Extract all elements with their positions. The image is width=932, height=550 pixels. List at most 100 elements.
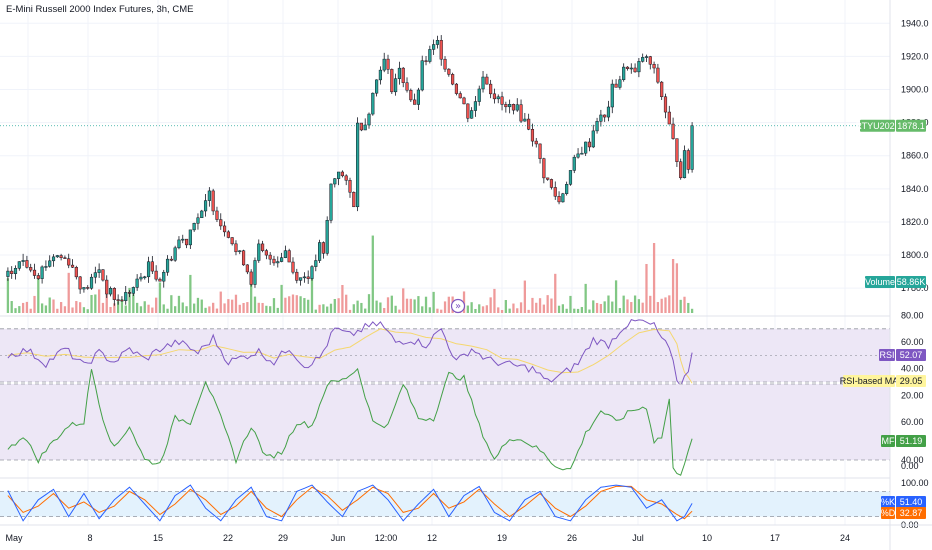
candle-body: [439, 40, 443, 60]
scroll-to-realtime-button[interactable]: [450, 298, 466, 314]
candle-body: [108, 288, 113, 295]
candle-body: [59, 255, 63, 258]
volume-bar: [128, 287, 131, 313]
volume-tag[interactable]: Volume 58.86K: [865, 276, 926, 288]
price-tick-label: 1840.0: [901, 184, 929, 194]
candle-body: [116, 299, 120, 301]
candle-body: [158, 278, 162, 282]
volume-bar: [652, 243, 656, 313]
volume-bar: [592, 300, 595, 313]
volume-bar: [622, 295, 625, 313]
volume-bar: [25, 301, 29, 313]
volume-bar: [212, 302, 215, 313]
candle-body: [352, 192, 356, 208]
volume-bar: [443, 301, 447, 313]
candle-body: [382, 58, 386, 71]
candle-body: [260, 243, 265, 251]
candle-body: [401, 67, 405, 83]
candle-body: [424, 60, 428, 62]
volume-bar: [181, 302, 184, 313]
candle-body: [587, 141, 592, 148]
candle-body: [215, 210, 219, 220]
candle-body: [6, 270, 10, 277]
stoch-d-tag[interactable]: %D 32.87: [881, 507, 926, 519]
candle-body: [67, 258, 71, 266]
candle-body: [127, 292, 132, 294]
volume-bar: [215, 308, 219, 313]
volume-bar: [641, 302, 644, 313]
price-tick-label: 1820.0: [901, 217, 929, 227]
time-tick-label: Jun: [331, 533, 346, 543]
volume-bar: [371, 235, 374, 313]
time-tick-label: 17: [770, 533, 780, 543]
volume-bar: [90, 294, 93, 313]
time-tick-label: 8: [87, 533, 92, 543]
volume-tag-value-box: [896, 276, 926, 288]
volume-bar: [478, 304, 481, 313]
candle-body: [359, 122, 363, 131]
stoch-k-tag[interactable]: %K 51.40: [881, 496, 926, 508]
candle-body: [101, 269, 105, 281]
volume-bar: [485, 305, 488, 313]
candle-body: [462, 97, 466, 105]
volume-bar: [390, 295, 393, 313]
volume-bar: [257, 302, 260, 313]
volume-bar: [37, 275, 40, 313]
rsi-tag[interactable]: RSI 52.07: [879, 349, 926, 361]
candle-body: [675, 138, 679, 162]
volume-bar: [276, 307, 279, 313]
volume-bar: [614, 280, 618, 313]
volume-bar: [314, 309, 317, 313]
candle-body: [93, 272, 97, 278]
mf-band: [0, 384, 890, 460]
candle-body: [375, 79, 379, 94]
rsi-tick-label: 40.00: [901, 364, 924, 374]
candle-body: [538, 143, 542, 159]
volume-bar: [223, 303, 226, 313]
volume-bar: [375, 300, 378, 313]
volume-bar: [561, 304, 565, 313]
volume-bar: [48, 297, 51, 313]
volume-bar: [250, 279, 253, 313]
candle-body: [682, 150, 687, 179]
volume-bar: [527, 309, 530, 313]
candle-body: [397, 67, 401, 79]
candle-body: [656, 67, 660, 83]
volume-bar: [299, 296, 302, 313]
candle-body: [162, 271, 166, 282]
candle-body: [367, 113, 371, 126]
rsi-ma-tag[interactable]: RSI-based MA 29.05: [840, 375, 926, 387]
price-tick-label: 1900.0: [901, 85, 929, 95]
mf-tag[interactable]: MF 51.19: [881, 435, 926, 447]
price-tick-label: 1940.0: [901, 18, 929, 28]
candle-body: [29, 267, 33, 271]
candle-body: [542, 158, 546, 179]
volume-bar: [512, 303, 515, 313]
volume-bar: [204, 307, 207, 313]
candle-body: [32, 269, 37, 276]
candle-body: [86, 287, 90, 289]
volume-bar: [538, 298, 542, 313]
candle-body: [165, 258, 170, 273]
volume-bar: [29, 308, 32, 313]
candle-body: [249, 271, 253, 285]
mf-tag-value-box: [896, 435, 926, 447]
volume-bar: [497, 307, 500, 313]
volume-bar: [52, 299, 55, 313]
volume-bar: [143, 301, 146, 313]
volume-bar: [348, 309, 352, 313]
candle-body: [238, 250, 242, 253]
candle-body: [344, 175, 348, 181]
price-candles: [6, 35, 694, 306]
volume-bar: [21, 302, 25, 313]
candle-body: [177, 239, 181, 249]
time-tick-label: 12:00: [375, 533, 398, 543]
candle-body: [44, 266, 48, 268]
rsi-ma-line: [7, 328, 693, 384]
volume-bar: [265, 305, 268, 313]
volume-bar: [219, 291, 222, 313]
candle-body: [13, 268, 18, 274]
volume-bar: [170, 295, 173, 313]
